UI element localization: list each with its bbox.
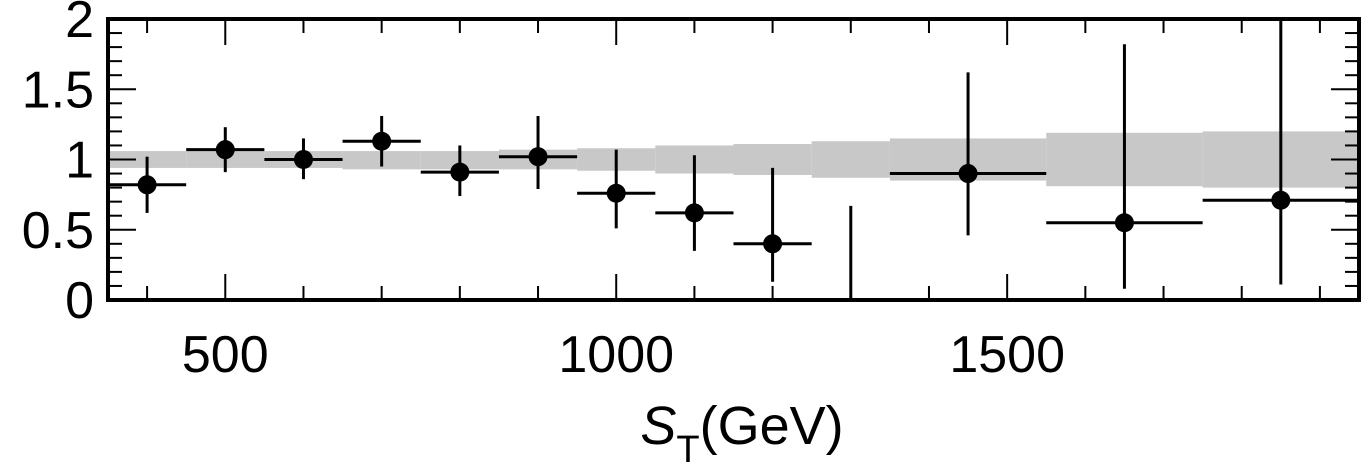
plot-frame	[106, 17, 1361, 302]
data-point-11	[1202, 19, 1359, 285]
data-point-7	[655, 155, 734, 251]
y-tick-label-3: 1.5	[22, 61, 94, 119]
x-axis-label-subscript: T	[676, 429, 699, 463]
marker-7	[684, 203, 704, 223]
marker-4	[450, 162, 470, 182]
marker-6	[606, 183, 626, 203]
y-tick-label-0: 0	[65, 272, 94, 330]
band-segment-9	[811, 141, 890, 178]
data-points	[108, 19, 1359, 300]
marker-11	[1271, 190, 1291, 210]
y-tick-label-4: 2	[65, 0, 94, 49]
marker-8	[763, 234, 783, 254]
data-point-9	[889, 72, 1047, 236]
x-tick-label-1000: 1000	[558, 326, 674, 384]
marker-1	[215, 140, 235, 160]
x-axis-label: ST(GeV)	[640, 396, 843, 463]
data-point-3	[342, 115, 421, 167]
marker-0	[137, 175, 157, 195]
data-point-1	[186, 127, 265, 173]
y-tick-label-1: 0.5	[22, 202, 94, 260]
data-point-2	[264, 138, 343, 180]
marker-10	[1114, 213, 1134, 233]
data-point-6	[577, 149, 656, 229]
marker-3	[372, 131, 392, 151]
data-point-4	[420, 145, 499, 197]
x-tick-label-500: 500	[182, 326, 269, 384]
y-tick-label-2: 1	[65, 132, 94, 190]
data-point-10	[1046, 44, 1203, 289]
data-point-0	[108, 156, 187, 213]
marker-2	[293, 150, 313, 169]
x-tick-label-1500: 1500	[949, 326, 1065, 384]
data-point-8	[733, 167, 812, 282]
x-axis-label-symbol: S	[640, 396, 676, 456]
data-point-5	[498, 115, 578, 190]
marker-5	[528, 147, 548, 167]
marker-9	[958, 164, 978, 184]
tick-labels: 500 1000 1500 0 0.5 1 1.5 2	[22, 0, 1065, 384]
x-axis-label-unit: (GeV)	[700, 396, 844, 456]
